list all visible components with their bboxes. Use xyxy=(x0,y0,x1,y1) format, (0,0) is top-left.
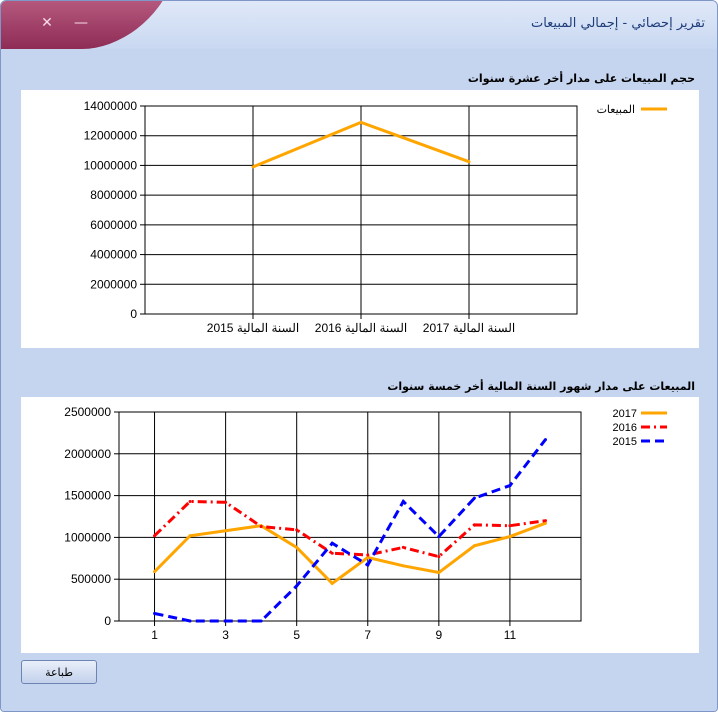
data-point xyxy=(330,541,334,545)
data-point xyxy=(251,165,255,169)
data-point xyxy=(330,581,334,585)
data-point xyxy=(543,521,547,525)
x-tick-label: 5 xyxy=(293,628,300,642)
y-tick-label: 1000000 xyxy=(64,530,111,544)
data-point xyxy=(508,524,512,528)
x-tick-label: 7 xyxy=(364,628,371,642)
data-point xyxy=(508,535,512,539)
plot-area-border xyxy=(118,411,582,622)
data-point xyxy=(153,534,157,538)
data-point xyxy=(188,619,192,623)
data-point xyxy=(366,553,370,557)
data-point xyxy=(259,619,263,623)
y-tick-label: 2000000 xyxy=(90,277,137,291)
report-content: حجم المبيعات على مدار أخر عشرة سنوات 0 20… xyxy=(1,49,717,711)
data-point xyxy=(472,544,476,548)
yearly-sales-chart: 0 2000000 4000000 6000000 8000000 10000000 120… xyxy=(84,99,667,335)
chart2-panel: 0 500000 1000000 1500000 2000000 2500000 1 3 5 7 9… xyxy=(21,397,699,653)
x-tick-label: 11 xyxy=(504,628,517,642)
chart1-panel: 0 2000000 4000000 6000000 8000000 10000000 120… xyxy=(21,90,699,348)
data-point xyxy=(543,519,547,523)
data-point xyxy=(401,545,405,549)
data-point xyxy=(467,160,471,164)
data-point xyxy=(224,529,228,533)
print-button[interactable]: طباعة xyxy=(21,660,97,684)
legend-label: 2016 xyxy=(613,422,637,434)
data-point xyxy=(295,528,299,532)
chart1-title: حجم المبيعات على مدار أخر عشرة سنوات xyxy=(467,72,695,85)
legend-label: 2015 xyxy=(613,436,637,448)
y-tick-label: 1500000 xyxy=(64,489,111,503)
data-point xyxy=(295,584,299,588)
y-tick-label: 500000 xyxy=(71,572,111,586)
data-point xyxy=(366,563,370,567)
data-point xyxy=(224,500,228,504)
y-tick-label: 2500000 xyxy=(64,405,111,419)
x-tick-label: السنة المالية 2016 xyxy=(315,321,407,335)
series-line-2016 xyxy=(153,499,546,559)
y-tick-label: 10000000 xyxy=(84,158,138,172)
data-point xyxy=(188,499,192,503)
data-point xyxy=(437,555,441,559)
legend-label: 2017 xyxy=(613,408,637,420)
data-point xyxy=(330,551,334,555)
x-tick-label: 3 xyxy=(222,628,229,642)
data-point xyxy=(508,484,512,488)
x-tick-label: السنة المالية 2017 xyxy=(423,321,515,335)
data-point xyxy=(295,545,299,549)
y-tick-label: 12000000 xyxy=(84,129,138,143)
window-title: تقرير إحصائي - إجمالي المبيعات xyxy=(530,16,705,31)
x-tick-label: السنة المالية 2015 xyxy=(207,321,299,335)
data-point xyxy=(472,523,476,527)
data-point xyxy=(543,438,547,442)
data-point xyxy=(153,611,157,615)
y-tick-label: 4000000 xyxy=(90,248,137,262)
minimize-icon[interactable]: — xyxy=(74,15,88,31)
chart2-title: المبيعات على مدار شهور السنة المالية أخر… xyxy=(387,380,695,393)
data-point xyxy=(401,499,405,503)
data-point xyxy=(153,570,157,574)
data-point xyxy=(437,535,441,539)
data-point xyxy=(224,619,228,623)
plot-area-border xyxy=(144,105,578,315)
data-point xyxy=(472,496,476,500)
legend-label: المبيعات xyxy=(597,104,635,116)
x-tick-label: 1 xyxy=(151,628,158,642)
data-point xyxy=(259,525,263,529)
series-line-2017 xyxy=(153,521,546,586)
data-point xyxy=(188,534,192,538)
y-tick-label: 14000000 xyxy=(84,99,138,113)
y-tick-label: 0 xyxy=(104,614,111,628)
data-point xyxy=(366,555,370,559)
close-icon[interactable]: ✕ xyxy=(41,15,53,31)
y-tick-label: 8000000 xyxy=(90,188,137,202)
y-tick-label: 2000000 xyxy=(64,447,111,461)
data-point xyxy=(437,571,441,575)
title-bar: ✕ — تقرير إحصائي - إجمالي المبيعات xyxy=(1,1,717,49)
y-tick-label: 6000000 xyxy=(90,218,137,232)
x-tick-label: 9 xyxy=(436,628,443,642)
data-point xyxy=(359,120,363,124)
y-tick-label: 0 xyxy=(130,307,137,321)
monthly-sales-chart: 0 500000 1000000 1500000 2000000 2500000 1 3 5 7 9… xyxy=(64,405,667,642)
data-point xyxy=(401,564,405,568)
series-line-2015 xyxy=(154,438,547,623)
